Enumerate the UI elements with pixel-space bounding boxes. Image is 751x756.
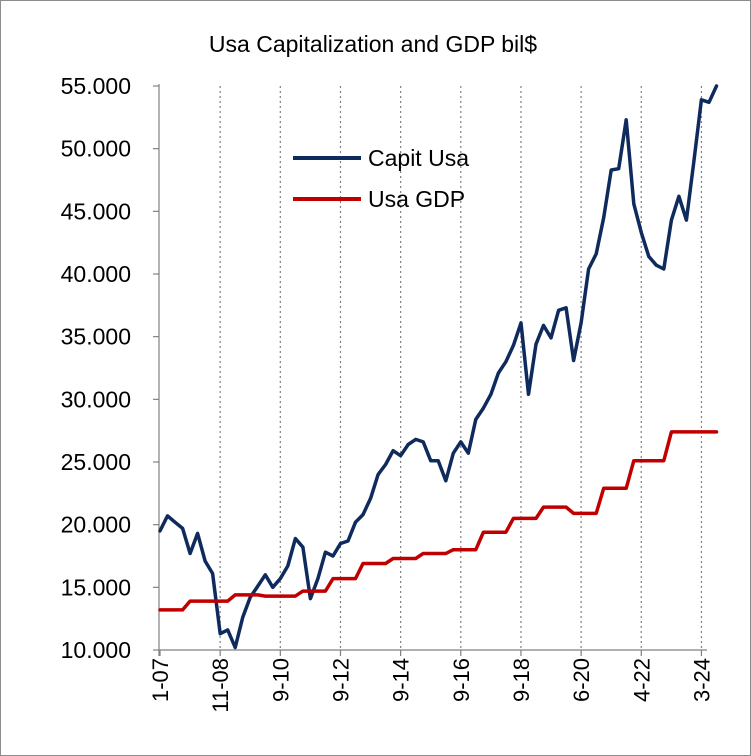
y-tick-label: 20.000	[61, 512, 131, 538]
x-tick-label: 9-18	[509, 658, 534, 702]
x-tick-label: 9-10	[268, 658, 293, 702]
y-tick-label: 30.000	[61, 386, 131, 412]
y-tick-label: 25.000	[61, 449, 131, 475]
x-tick-label: 6-20	[569, 658, 594, 702]
x-tick-label: 11-08	[208, 658, 233, 713]
y-tick-label: 50.000	[61, 136, 131, 162]
x-axis-ticks: 1-07 11-08 9-10 9-12 9-14 9-16 9-18 6-20 4-22 3-2…	[148, 658, 714, 713]
series-lines	[158, 84, 719, 650]
series-line-usa-gdp	[158, 430, 719, 612]
y-tick-label: 35.000	[61, 324, 131, 350]
x-tick-label: 9-16	[449, 658, 474, 702]
x-tick-label: 9-12	[328, 658, 353, 702]
axes	[153, 84, 707, 656]
x-tick-label: 9-14	[389, 658, 414, 702]
y-axis-ticks: 10.000 15.000 20.000 25.000 30.000 35.000 40.0…	[61, 73, 131, 663]
x-tick-label: 1-07	[148, 658, 173, 702]
x-tick-label: 4-22	[629, 658, 654, 702]
grid	[219, 86, 703, 650]
x-tick-label: 3-24	[689, 658, 714, 702]
y-tick-label: 40.000	[61, 261, 131, 287]
legend-label-capit-usa: Capit Usa	[368, 145, 469, 171]
y-tick-label: 10.000	[61, 637, 131, 663]
legend: Capit Usa Usa GDP	[293, 145, 469, 212]
y-tick-label: 45.000	[61, 198, 131, 224]
y-tick-label: 55.000	[61, 73, 131, 99]
y-tick-label: 15.000	[61, 574, 131, 600]
chart-title: Usa Capitalization and GDP bil$	[209, 31, 537, 57]
legend-label-usa-gdp: Usa GDP	[368, 186, 465, 212]
